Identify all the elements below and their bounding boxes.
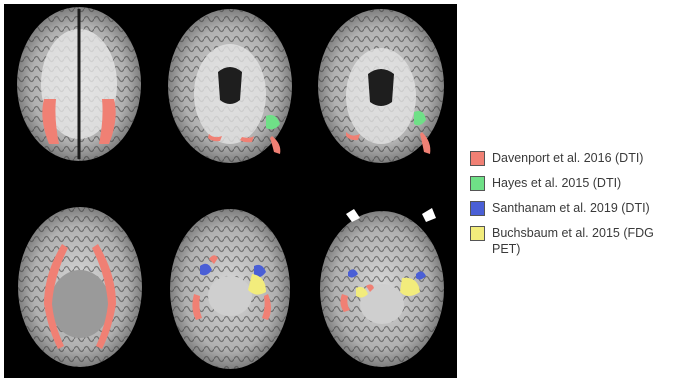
brain-slice-5 bbox=[170, 209, 290, 369]
santhanam-region bbox=[416, 271, 426, 280]
hayes-region bbox=[266, 115, 280, 130]
davenport-region bbox=[346, 132, 360, 141]
buchsbaum-region bbox=[356, 286, 368, 298]
legend-swatch-santhanam bbox=[470, 201, 485, 216]
santhanam-region bbox=[254, 264, 266, 278]
legend-item-buchsbaum: Buchsbaum et al. 2015 (FDG PET) bbox=[470, 225, 670, 257]
brain-slice-3 bbox=[318, 9, 444, 163]
davenport-region bbox=[366, 284, 374, 292]
legend-swatch-buchsbaum bbox=[470, 226, 485, 241]
davenport-region bbox=[262, 294, 271, 320]
legend-item-hayes: Hayes et al. 2015 (DTI) bbox=[470, 175, 670, 191]
davenport-region bbox=[240, 136, 254, 143]
davenport-region bbox=[192, 294, 202, 320]
legend-swatch-hayes bbox=[470, 176, 485, 191]
davenport-region bbox=[340, 294, 350, 312]
buchsbaum-region bbox=[400, 277, 420, 296]
legend-label-hayes: Hayes et al. 2015 (DTI) bbox=[492, 176, 622, 190]
brain-slice-2 bbox=[168, 9, 292, 163]
legend-label-buchsbaum: Buchsbaum et al. 2015 (FDG PET) bbox=[492, 226, 654, 256]
davenport-region bbox=[42, 99, 59, 144]
legend-label-davenport: Davenport et al. 2016 (DTI) bbox=[492, 151, 644, 165]
santhanam-region bbox=[200, 263, 212, 276]
davenport-region bbox=[44, 244, 68, 349]
brain-slice-4 bbox=[18, 207, 142, 367]
legend: Davenport et al. 2016 (DTI) Hayes et al.… bbox=[470, 150, 670, 266]
brain-slice-1 bbox=[17, 7, 141, 161]
davenport-region bbox=[209, 255, 218, 264]
davenport-region bbox=[420, 132, 431, 154]
brain-slice-6 bbox=[320, 208, 444, 367]
hayes-region bbox=[414, 111, 426, 126]
santhanam-region bbox=[348, 269, 358, 278]
legend-item-santhanam: Santhanam et al. 2019 (DTI) bbox=[470, 200, 670, 216]
buchsbaum-region bbox=[248, 274, 266, 295]
davenport-region bbox=[270, 136, 281, 154]
davenport-region bbox=[99, 99, 116, 144]
davenport-region bbox=[208, 134, 222, 142]
legend-label-santhanam: Santhanam et al. 2019 (DTI) bbox=[492, 201, 650, 215]
legend-swatch-davenport bbox=[470, 151, 485, 166]
legend-item-davenport: Davenport et al. 2016 (DTI) bbox=[470, 150, 670, 166]
davenport-region bbox=[92, 244, 116, 349]
brain-slices-panel bbox=[4, 4, 457, 378]
